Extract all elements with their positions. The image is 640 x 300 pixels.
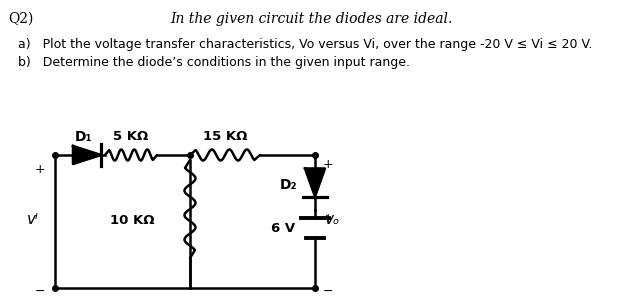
Text: D₁: D₁ bbox=[75, 130, 93, 144]
Text: vₒ: vₒ bbox=[325, 212, 340, 227]
Text: a)   Plot the voltage transfer characteristics, Vo versus Vi, over the range -20: a) Plot the voltage transfer characteris… bbox=[18, 38, 593, 51]
Text: 5 KΩ: 5 KΩ bbox=[113, 130, 148, 143]
Polygon shape bbox=[73, 146, 101, 164]
Text: +: + bbox=[323, 212, 333, 225]
Text: 6 V: 6 V bbox=[271, 221, 295, 235]
Text: 15 KΩ: 15 KΩ bbox=[203, 130, 247, 143]
Text: −: − bbox=[35, 285, 45, 298]
Text: b)   Determine the diode’s conditions in the given input range.: b) Determine the diode’s conditions in t… bbox=[18, 56, 410, 69]
Text: 10 KΩ: 10 KΩ bbox=[111, 214, 155, 226]
Text: −: − bbox=[323, 285, 333, 298]
Text: D₂: D₂ bbox=[280, 178, 297, 192]
Polygon shape bbox=[305, 169, 325, 196]
Text: vᴵ: vᴵ bbox=[27, 212, 39, 227]
Text: +: + bbox=[35, 163, 45, 176]
Text: In the given circuit the diodes are ideal.: In the given circuit the diodes are idea… bbox=[170, 12, 452, 26]
Text: Q2): Q2) bbox=[8, 12, 33, 26]
Text: +: + bbox=[323, 158, 333, 171]
